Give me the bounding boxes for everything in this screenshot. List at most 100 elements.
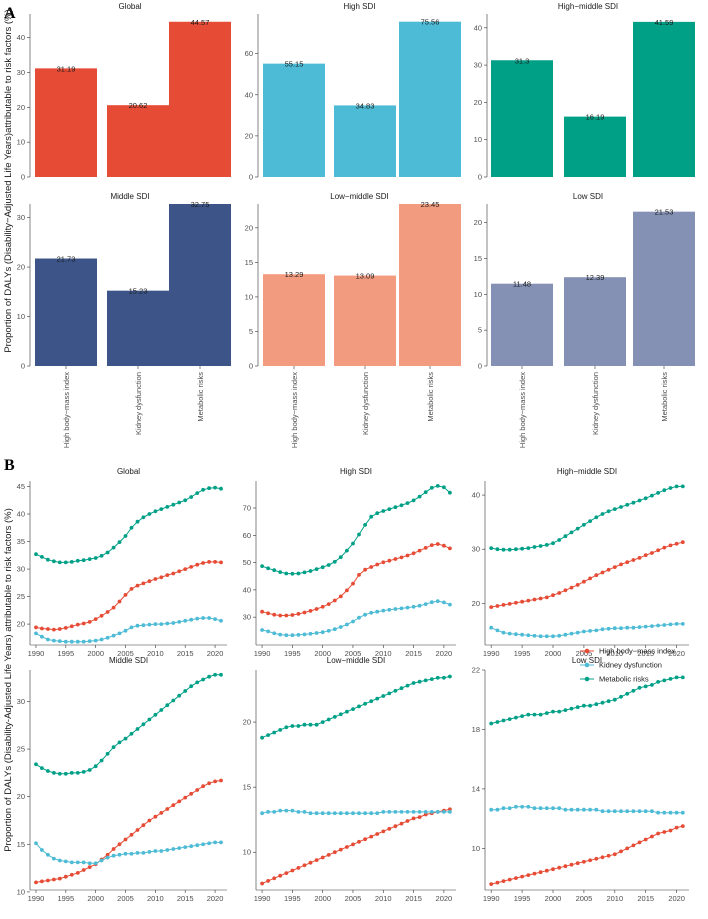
data-point	[507, 547, 512, 552]
data-point	[495, 628, 500, 633]
data-point	[514, 876, 518, 880]
data-point	[588, 629, 592, 633]
facet-title: Middle SDI	[110, 192, 149, 201]
x-category-label: Kidney dysfunction	[134, 372, 143, 435]
data-point	[405, 553, 410, 558]
data-point	[399, 686, 404, 691]
data-point	[117, 740, 122, 745]
data-point	[442, 810, 446, 814]
bar-value-label: 41.59	[655, 18, 674, 27]
series-line	[491, 806, 683, 814]
y-tick-label: 0	[249, 173, 253, 182]
data-point	[111, 853, 116, 858]
data-point	[201, 487, 206, 492]
data-point	[643, 496, 648, 501]
data-point	[213, 617, 218, 621]
facet-b-middle-sdi: Middle SDI 10 15 20 25 30 1990 1995 2000 2005 2010…	[17, 656, 227, 903]
data-point	[551, 867, 555, 872]
bar-value-label: 15.23	[129, 287, 148, 296]
data-point	[123, 534, 128, 538]
data-point	[429, 677, 434, 681]
facet-title: High SDI	[340, 467, 372, 476]
series-metabolic-risks	[34, 485, 223, 565]
data-point	[201, 677, 206, 682]
data-point	[326, 717, 331, 722]
bar-high-body-mass-index	[491, 283, 553, 366]
x-tick-label: 1995	[57, 894, 74, 903]
data-point	[569, 631, 574, 636]
data-point	[52, 856, 56, 861]
data-point	[631, 558, 636, 562]
data-point	[332, 850, 337, 855]
data-point	[417, 548, 422, 553]
data-point	[569, 530, 574, 535]
y-tick-label: 40	[17, 510, 25, 519]
data-point	[99, 553, 104, 558]
data-point	[105, 550, 110, 555]
data-point	[435, 599, 440, 603]
data-point	[123, 628, 128, 633]
data-point	[326, 811, 331, 816]
x-tick-label: 2020	[207, 649, 224, 658]
data-point	[177, 846, 182, 850]
data-point	[375, 609, 380, 614]
data-point	[357, 615, 361, 620]
y-tick-label: 30	[243, 613, 251, 622]
data-point	[123, 851, 128, 856]
data-point	[551, 593, 555, 598]
data-point	[189, 844, 194, 849]
bar-metabolic-risks	[399, 21, 461, 177]
x-tick-label: 1990	[254, 649, 271, 658]
data-point	[680, 675, 685, 680]
data-point	[551, 806, 555, 811]
data-point	[195, 843, 200, 848]
data-point	[442, 675, 446, 680]
data-point	[351, 619, 355, 624]
data-point	[99, 858, 104, 863]
data-point	[557, 709, 562, 714]
data-point	[338, 555, 343, 559]
data-point	[272, 730, 277, 735]
data-point	[177, 799, 182, 804]
data-point	[520, 599, 524, 604]
data-point	[159, 849, 164, 853]
data-point	[637, 809, 642, 814]
data-point	[332, 627, 337, 632]
x-tick-label: 2020	[668, 894, 685, 903]
x-tick-label: 2000	[545, 894, 562, 903]
bar-value-label: 23.45	[421, 200, 440, 209]
data-point	[393, 688, 398, 693]
data-point	[40, 766, 44, 770]
data-point	[594, 702, 599, 707]
data-point	[338, 594, 343, 599]
data-point	[656, 623, 660, 628]
y-tick-label: 40	[474, 23, 482, 32]
data-point	[129, 525, 134, 530]
y-tick-label: 5	[478, 326, 482, 335]
data-point	[284, 613, 289, 618]
data-point	[507, 631, 512, 636]
data-point	[320, 720, 325, 724]
data-point	[129, 587, 134, 591]
data-point	[159, 708, 164, 712]
legend-swatch-point	[584, 662, 590, 668]
series-line	[35, 487, 222, 563]
data-point	[435, 542, 440, 546]
data-point	[563, 632, 568, 637]
y-tick-label: 20	[474, 98, 482, 107]
data-point	[183, 618, 188, 623]
data-point	[81, 860, 86, 865]
legend-label: Metabolic risks	[599, 675, 649, 684]
data-point	[582, 522, 586, 527]
data-point	[520, 804, 524, 809]
data-point	[551, 541, 555, 546]
data-point	[619, 505, 623, 509]
data-point	[387, 558, 392, 563]
data-point	[153, 577, 158, 581]
x-tick-label: 1990	[28, 894, 45, 903]
panel-a-letter: A	[4, 5, 16, 22]
data-point	[357, 839, 361, 844]
data-point	[57, 876, 62, 881]
data-point	[314, 811, 319, 816]
data-point	[643, 553, 648, 558]
